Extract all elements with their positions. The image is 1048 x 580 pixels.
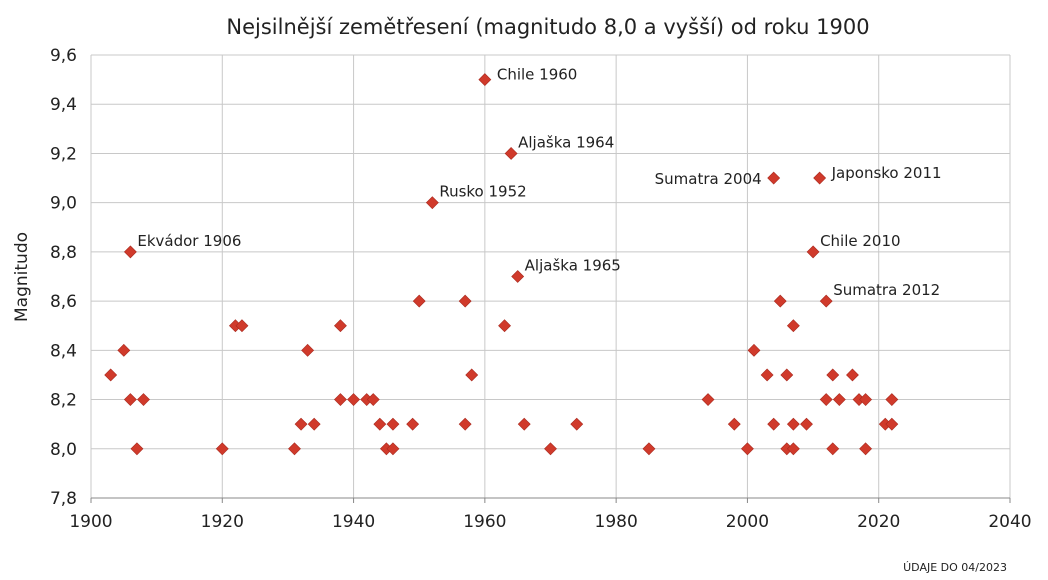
data-point [117, 343, 131, 357]
y-tick-label: 9,0 [50, 194, 77, 214]
data-point [800, 417, 813, 431]
data-point [301, 343, 315, 357]
data-point [819, 294, 833, 308]
x-tick-label: 1900 [69, 512, 112, 532]
y-tick-label: 9,6 [50, 46, 77, 66]
data-point [130, 442, 144, 456]
data-point [767, 171, 781, 185]
data-points [104, 73, 899, 456]
data-point [859, 393, 873, 406]
data-point [773, 294, 787, 308]
x-tick-label: 1960 [463, 512, 506, 532]
data-point [347, 393, 360, 406]
data-point [334, 319, 347, 333]
annotation-label: Aljaška 1965 [525, 257, 621, 275]
annotation-label: Sumatra 2004 [655, 170, 762, 188]
data-point [123, 245, 137, 259]
y-axis-title: Magnitudo [12, 232, 32, 322]
chart-title: Nejsilnější zemětřesení (magnitudo 8,0 a… [226, 15, 869, 39]
annotations: Chile 1960 Aljaška 1964 Rusko 1952 Ekvádor … [137, 66, 941, 300]
data-point [727, 417, 741, 431]
data-point [747, 343, 761, 357]
data-point [123, 393, 137, 406]
y-tick-label: 7,8 [50, 489, 77, 509]
y-tick-labels: 7,8 8,0 8,2 8,4 8,6 8,8 9,0 9,2 9,4 9,6 [50, 46, 77, 509]
annotation-label: Rusko 1952 [439, 183, 526, 201]
y-tick-label: 9,4 [50, 95, 77, 115]
x-tick-label: 1920 [201, 512, 244, 532]
data-point [458, 417, 472, 431]
data-point [504, 147, 518, 160]
data-point [760, 368, 774, 382]
data-point [458, 294, 472, 308]
data-point [334, 393, 347, 406]
data-point [511, 270, 525, 283]
data-point [826, 442, 840, 456]
data-point [465, 368, 479, 382]
data-point [517, 417, 531, 431]
data-point [386, 442, 400, 456]
data-point [741, 442, 754, 456]
data-point [642, 442, 656, 456]
data-point [137, 393, 150, 406]
data-point [826, 368, 840, 382]
annotation-label: Chile 1960 [497, 66, 578, 84]
y-tick-label: 8,8 [50, 243, 77, 263]
data-point [859, 442, 873, 456]
data-point [786, 417, 800, 431]
x-tick-label: 2000 [726, 512, 769, 532]
x-tick-label: 1980 [595, 512, 638, 532]
annotation-label: Chile 2010 [820, 232, 901, 250]
y-tick-label: 8,0 [50, 440, 77, 460]
data-point [832, 393, 846, 406]
data-point [104, 368, 118, 382]
data-point [294, 417, 308, 431]
data-point [544, 442, 557, 456]
data-point [806, 245, 820, 259]
data-point [412, 294, 426, 308]
annotation-label: Japonsko 2011 [831, 164, 942, 182]
data-point [767, 417, 781, 431]
data-point [366, 393, 380, 406]
data-point [780, 368, 794, 382]
data-point [813, 171, 827, 185]
data-point [570, 417, 584, 431]
data-point [786, 442, 800, 456]
y-tick-label: 8,6 [50, 292, 77, 312]
data-point [819, 393, 833, 406]
data-point [498, 319, 511, 333]
annotation-label: Aljaška 1964 [518, 133, 614, 151]
x-tick-label: 2040 [988, 512, 1031, 532]
grid-lines [90, 54, 1011, 499]
annotation-label: Ekvádor 1906 [137, 232, 241, 250]
footnote: ÚDAJE DO 04/2023 [903, 561, 1007, 574]
data-point [701, 393, 715, 406]
data-point [425, 196, 439, 210]
data-point [307, 417, 321, 431]
axes [90, 497, 1011, 503]
x-tick-labels: 1900 1920 1940 1960 1980 2000 2020 2040 [69, 512, 1031, 532]
data-point [478, 73, 492, 87]
y-tick-label: 8,2 [50, 391, 77, 411]
data-point [235, 319, 249, 333]
x-tick-label: 1940 [332, 512, 375, 532]
data-point [885, 417, 899, 431]
y-tick-label: 8,4 [50, 341, 77, 361]
data-point [386, 417, 400, 431]
y-tick-label: 9,2 [50, 144, 77, 164]
data-point [885, 393, 899, 406]
data-point [215, 442, 229, 456]
data-point [786, 319, 800, 333]
data-point [406, 417, 420, 431]
x-tick-label: 2020 [857, 512, 900, 532]
data-point [373, 417, 387, 431]
data-point [846, 368, 859, 382]
annotation-label: Sumatra 2012 [833, 281, 940, 299]
data-point [288, 442, 301, 456]
